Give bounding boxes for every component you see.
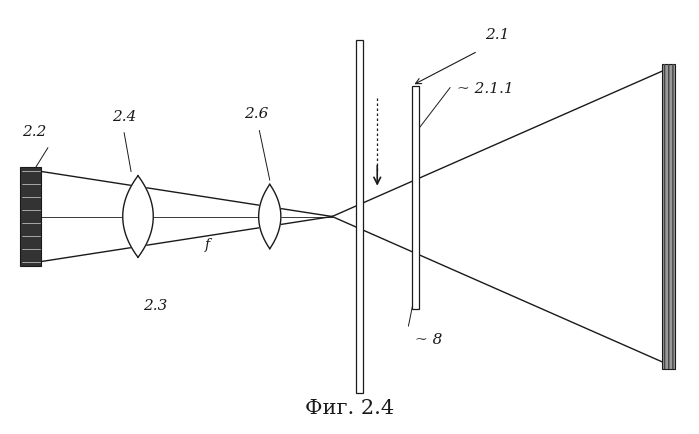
Text: 2.3: 2.3: [143, 298, 168, 312]
Text: 2.6: 2.6: [244, 107, 268, 121]
Bar: [662, 65, 675, 369]
Text: 2.2: 2.2: [22, 124, 46, 138]
Bar: [356, 41, 363, 393]
Bar: [20, 168, 41, 266]
Bar: [662, 65, 675, 369]
Text: Фиг. 2.4: Фиг. 2.4: [305, 398, 394, 417]
Bar: [412, 86, 419, 309]
Text: f: f: [205, 238, 210, 252]
Text: 2.4: 2.4: [112, 109, 136, 123]
Polygon shape: [123, 176, 153, 258]
Text: 2.1: 2.1: [484, 28, 509, 42]
Text: ~ 8: ~ 8: [415, 332, 442, 346]
Text: ~ 2.1.1: ~ 2.1.1: [457, 82, 514, 95]
Polygon shape: [259, 185, 281, 249]
